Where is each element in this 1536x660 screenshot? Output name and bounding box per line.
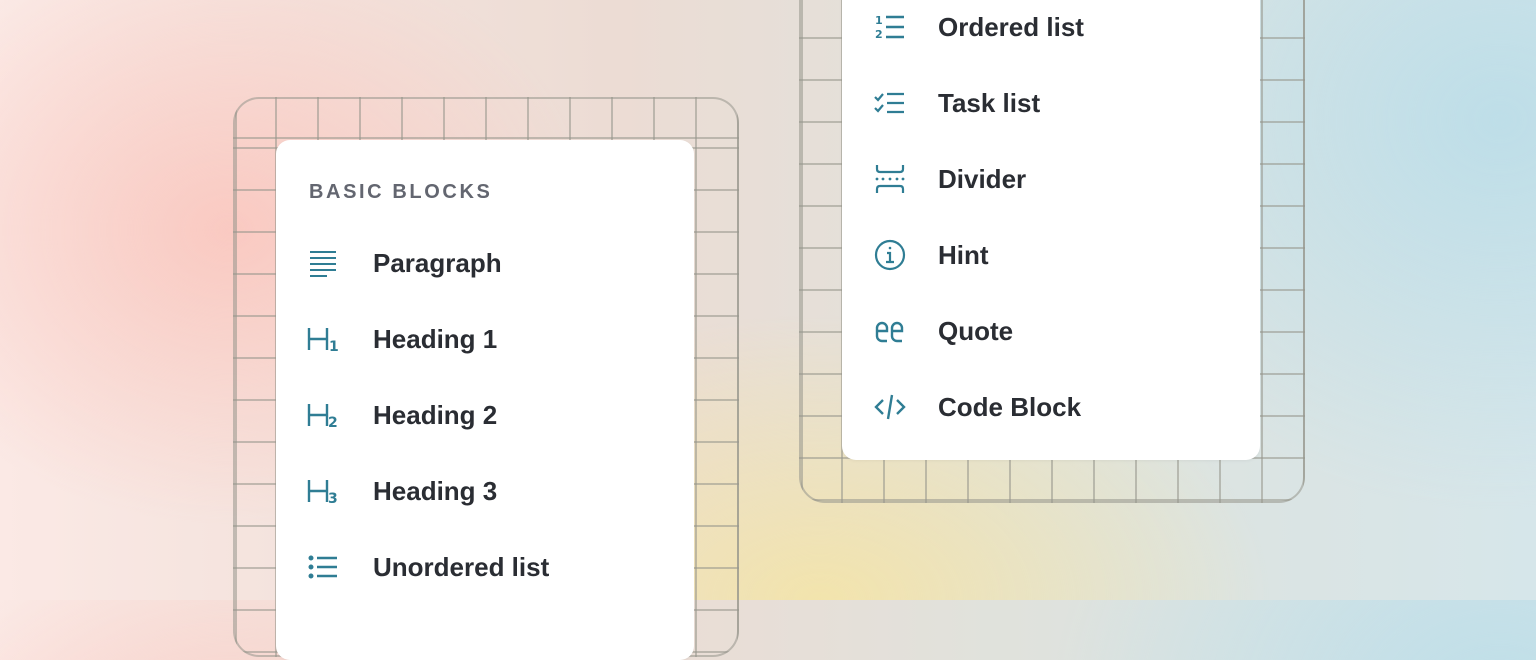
- heading-3-icon: 3: [306, 474, 340, 508]
- code-icon: [873, 390, 907, 424]
- heading-1-icon: 1: [306, 322, 340, 356]
- menu-item-label: Divider: [938, 163, 1027, 194]
- svg-text:3: 3: [328, 491, 338, 507]
- menu-item-label: Paragraph: [373, 247, 502, 278]
- menu-item-code-block[interactable]: Code Block: [842, 377, 1260, 437]
- menu-item-label: Heading 3: [373, 475, 498, 506]
- section-title: BASIC BLOCKS: [309, 181, 493, 203]
- menu-item-unordered-list[interactable]: Unordered list: [276, 537, 694, 597]
- menu-item-label: Task list: [938, 87, 1041, 118]
- paragraph-icon: [306, 246, 340, 280]
- svg-text:2: 2: [875, 28, 883, 41]
- menu-item-label: Quote: [938, 315, 1014, 346]
- menu-item-task-list[interactable]: Task list: [842, 73, 1260, 133]
- info-icon: [873, 238, 907, 272]
- svg-text:2: 2: [328, 415, 338, 431]
- divider-icon: [873, 162, 907, 196]
- menu-item-label: Unordered list: [373, 551, 550, 582]
- menu-item-label: Ordered list: [938, 11, 1084, 42]
- menu-item-paragraph[interactable]: Paragraph: [276, 233, 694, 293]
- task-list-icon: [873, 86, 907, 120]
- menu-item-label: Code Block: [938, 391, 1082, 422]
- menu-item-heading-1[interactable]: 1 Heading 1: [276, 309, 694, 369]
- svg-text:1: 1: [329, 339, 339, 355]
- heading-2-icon: 2: [306, 398, 340, 432]
- menu-item-label: Heading 1: [373, 323, 498, 354]
- quote-icon: [873, 314, 907, 348]
- menu-item-heading-2[interactable]: 2 Heading 2: [276, 385, 694, 445]
- menu-item-quote[interactable]: Quote: [842, 301, 1260, 361]
- block-menu-basic: BASIC BLOCKS Paragraph 1 Heading 1 2 Hea…: [276, 140, 694, 660]
- unordered-list-icon: [306, 550, 340, 584]
- svg-text:1: 1: [875, 14, 883, 27]
- menu-item-hint[interactable]: Hint: [842, 225, 1260, 285]
- menu-item-divider[interactable]: Divider: [842, 149, 1260, 209]
- menu-item-heading-3[interactable]: 3 Heading 3: [276, 461, 694, 521]
- menu-item-label: Hint: [938, 239, 989, 270]
- menu-item-label: Heading 2: [373, 399, 498, 430]
